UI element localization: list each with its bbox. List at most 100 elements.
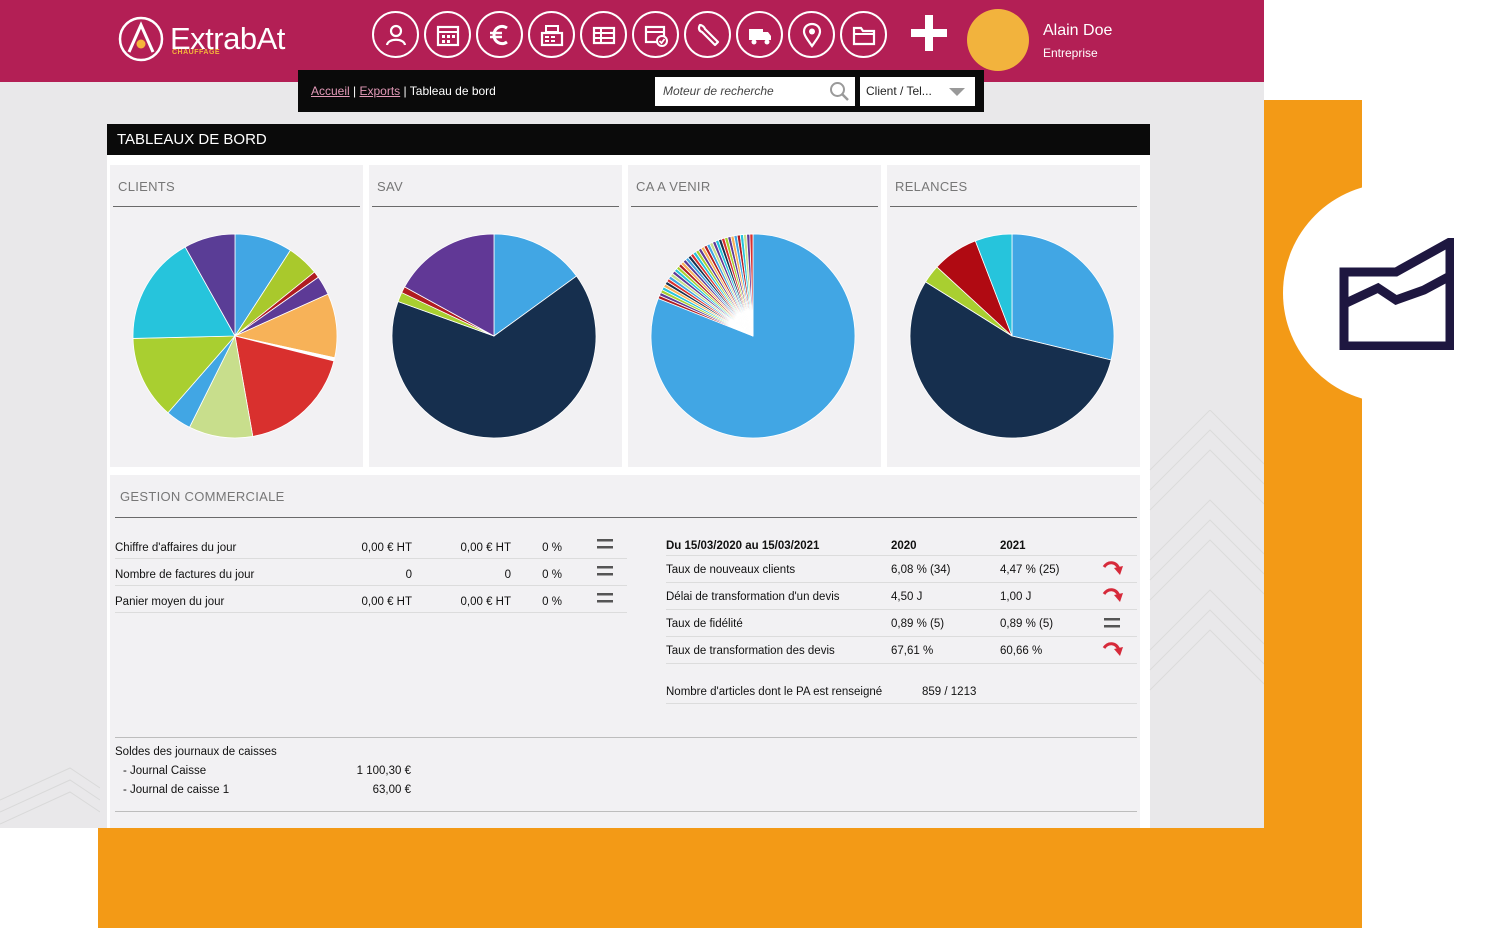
row-value: 0,89 % (5) <box>891 618 945 630</box>
dashboard-body: CLIENTS SAV CA A VENIR RELANCES GEST <box>107 155 1150 828</box>
row-label: Panier moyen du jour <box>115 596 225 608</box>
row-label: Taux de transformation des devis <box>666 645 835 657</box>
row-label: Taux de fidélité <box>666 618 743 630</box>
divider <box>372 206 619 207</box>
row-value: 0,00 € HT <box>460 596 512 608</box>
search-placeholder: Moteur de recherche <box>663 84 774 98</box>
pie-slice[interactable] <box>391 275 597 439</box>
user-name[interactable]: Alain Doe <box>1043 22 1113 39</box>
row-value: 4,50 J <box>891 591 923 603</box>
location-pin-icon[interactable] <box>788 11 835 58</box>
breadcrumb: Accueil | Exports | Tableau de bord <box>311 84 496 98</box>
pie-chart-clients[interactable] <box>130 231 340 441</box>
breadcrumb-bar: Accueil | Exports | Tableau de bord Mote… <box>298 70 984 112</box>
card-relances: RELANCES <box>887 165 1140 467</box>
card-title: SAV <box>377 179 403 194</box>
main-nav <box>372 11 892 58</box>
table-row: Taux de nouveaux clients 6,08 % (34) 4,4… <box>666 556 1137 583</box>
breadcrumb-separator: | <box>353 84 357 98</box>
row-value: 1,00 J <box>1000 591 1032 603</box>
folder-icon[interactable] <box>840 11 887 58</box>
check-list-icon[interactable] <box>632 11 679 58</box>
articles-value: 859 / 1213 <box>922 686 977 698</box>
journal-name: - Journal Caisse <box>123 765 207 777</box>
pie-slice[interactable] <box>132 246 236 339</box>
card-title: CLIENTS <box>118 179 176 194</box>
journal-name: - Journal de caisse 1 <box>123 784 230 796</box>
brand-name: ExtrabAt <box>170 21 285 56</box>
breadcrumb-exports-link[interactable]: Exports <box>359 84 401 98</box>
list-icon[interactable] <box>580 11 627 58</box>
avatar[interactable] <box>967 9 1029 71</box>
row-label: Nombre de factures du jour <box>115 569 255 581</box>
search-input[interactable]: Moteur de recherche <box>655 77 855 106</box>
pie-slice[interactable] <box>493 233 578 337</box>
chevron-down-icon <box>949 88 965 96</box>
pie-slice[interactable] <box>404 233 495 337</box>
pie-slice[interactable] <box>184 233 236 338</box>
row-value: 0 <box>405 569 412 581</box>
brand-subtitle: CHAUFFAGE <box>172 49 221 56</box>
list-item: - Journal de caisse 1 63,00 € <box>115 782 435 801</box>
row-label: Délai de transformation d'un devis <box>666 591 840 603</box>
cash-journals-title: Soldes des journaux de caisses <box>115 746 277 758</box>
register-icon[interactable] <box>528 11 575 58</box>
equal-icon <box>597 539 613 549</box>
wrench-icon[interactable] <box>684 11 731 58</box>
pie-chart-sav[interactable] <box>389 231 599 441</box>
card-sav: SAV <box>369 165 622 467</box>
decorative-orange-band-bottom <box>98 828 1362 928</box>
table-row: Taux de transformation des devis 67,61 %… <box>666 637 1137 664</box>
euro-icon[interactable] <box>476 11 523 58</box>
equal-icon <box>597 566 613 576</box>
divider <box>631 206 878 207</box>
calendar-icon[interactable] <box>424 11 471 58</box>
pie-slice[interactable] <box>749 233 754 337</box>
pie-slice[interactable] <box>132 335 236 414</box>
truck-icon[interactable] <box>736 11 783 58</box>
cash-journals: Soldes des journaux de caisses - Journal… <box>115 744 435 801</box>
table-row: Nombre de factures du jour 0 0 0 % <box>115 559 627 586</box>
row-percent: 0 % <box>542 542 562 554</box>
table-row: Délai de transformation d'un devis 4,50 … <box>666 583 1137 610</box>
list-item: - Journal Caisse 1 100,30 € <box>115 763 435 782</box>
table-row: Panier moyen du jour 0,00 € HT 0,00 € HT… <box>115 586 627 613</box>
card-ca-a-venir: CA A VENIR <box>628 165 881 467</box>
cash-journals-title-row: Soldes des journaux de caisses <box>115 744 435 763</box>
search-icon[interactable] <box>829 81 850 102</box>
pie-slice[interactable] <box>234 335 335 437</box>
row-value: 0,00 € HT <box>361 542 413 554</box>
divider <box>115 811 1137 812</box>
add-icon[interactable] <box>908 12 950 54</box>
row-percent: 0 % <box>542 569 562 581</box>
row-value: 60,66 % <box>1000 645 1043 657</box>
top-bar: ExtrabAt CHAUFFAGE <box>0 0 1264 82</box>
row-value: 0 <box>504 569 511 581</box>
journal-balance: 1 100,30 € <box>356 765 411 777</box>
card-clients: CLIENTS <box>110 165 363 467</box>
card-title: RELANCES <box>895 179 968 194</box>
journal-balance: 63,00 € <box>372 784 411 796</box>
pie-slice[interactable] <box>909 281 1112 439</box>
daily-stats-table: Chiffre d'affaires du jour 0,00 € HT 0,0… <box>115 532 627 613</box>
search-scope-select[interactable]: Client / Tel... <box>860 77 975 106</box>
table-header: Du 15/03/2020 au 15/03/2021 2020 2021 <box>666 532 1137 556</box>
pie-slice[interactable] <box>1011 233 1115 361</box>
pie-chart-relances[interactable] <box>907 231 1117 441</box>
breadcrumb-home-link[interactable]: Accueil <box>311 84 350 98</box>
row-label: Chiffre d'affaires du jour <box>115 542 237 554</box>
pie-chart-ca-a-venir[interactable] <box>648 231 858 441</box>
divider <box>115 737 1137 738</box>
column-header: 2021 <box>1000 540 1026 552</box>
app-window: ExtrabAt CHAUFFAGE <box>0 0 1264 828</box>
search-scope-value: Client / Tel... <box>866 84 932 98</box>
equal-icon <box>597 593 613 603</box>
brand-logo[interactable]: ExtrabAt CHAUFFAGE <box>118 16 285 62</box>
row-value: 0,00 € HT <box>460 542 512 554</box>
user-icon[interactable] <box>372 11 419 58</box>
down-arrow-icon <box>1102 561 1123 575</box>
period-label: Du 15/03/2020 au 15/03/2021 <box>666 540 820 552</box>
pie-slice[interactable] <box>974 233 1013 337</box>
articles-row: Nombre d'articles dont le PA est renseig… <box>666 664 1137 704</box>
down-arrow-icon <box>1102 642 1123 656</box>
